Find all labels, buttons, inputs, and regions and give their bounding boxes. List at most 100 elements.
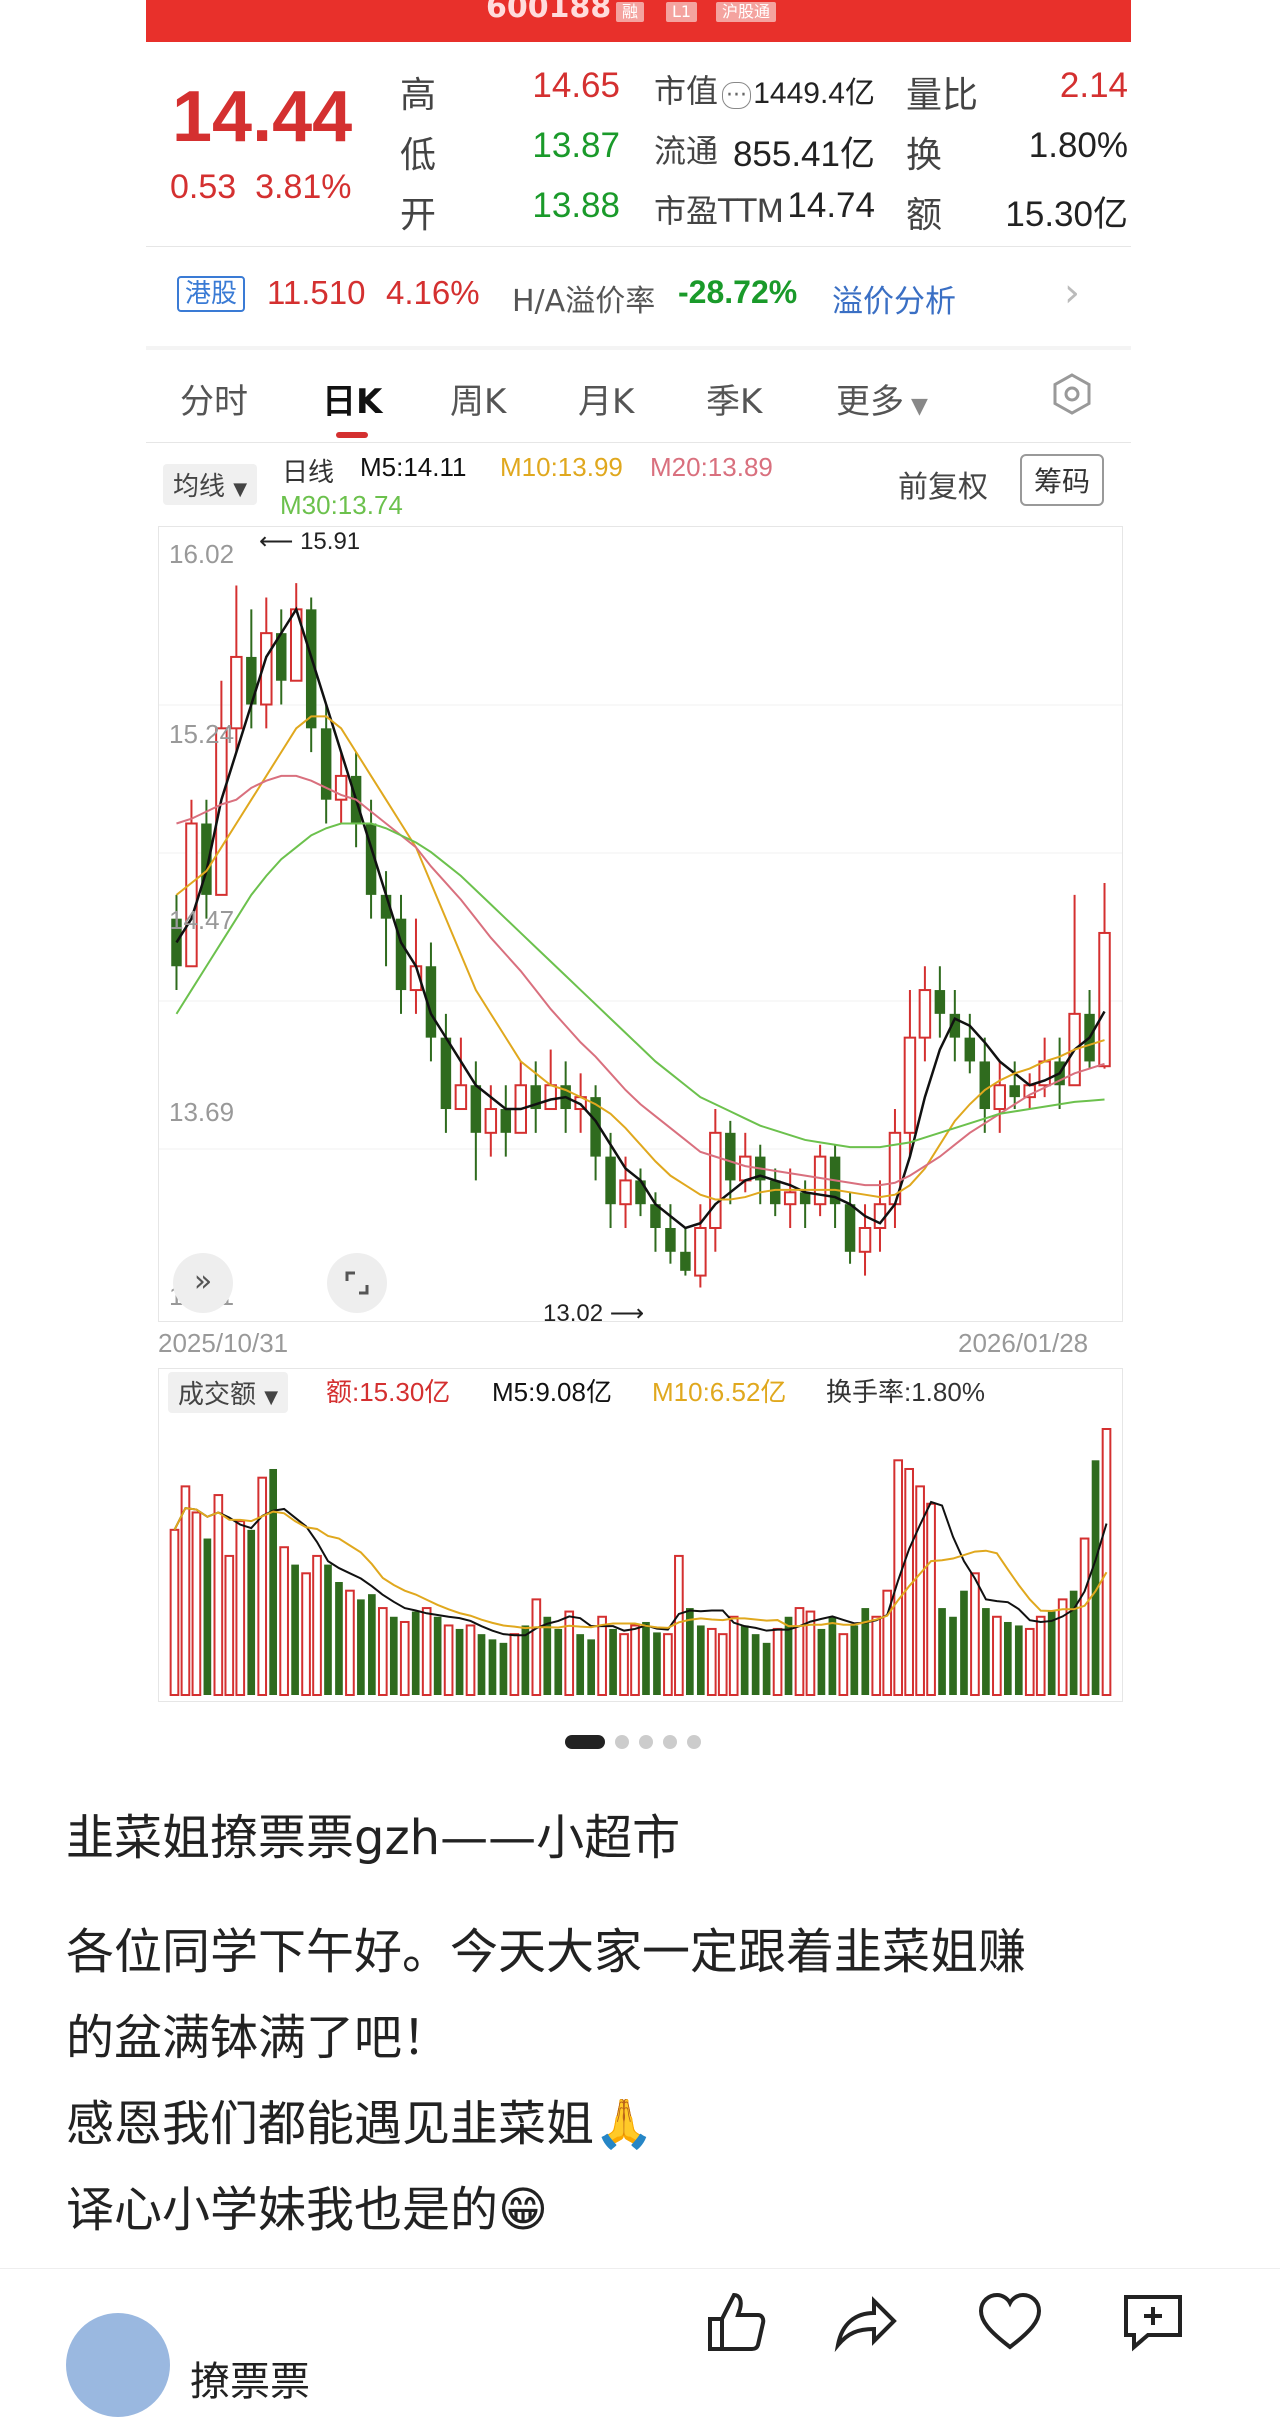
tab-monthly-k[interactable]: 月K	[578, 382, 635, 422]
post-line: 各位同学下午好。今天大家一定跟着韭菜姐赚	[66, 1924, 1027, 1980]
end-date: 2026/01/28	[958, 1328, 1089, 1358]
candle-body	[844, 1204, 856, 1252]
low-value: 13.87	[532, 126, 620, 165]
candle	[201, 799, 212, 919]
candle-body	[425, 966, 437, 1038]
candle	[725, 1120, 736, 1205]
fullscreen-icon[interactable]	[327, 1253, 387, 1313]
candle	[680, 1227, 691, 1276]
price-change: 0.53 3.81%	[170, 168, 352, 207]
turnover-value: 1.80%	[1028, 126, 1128, 165]
volume-bar	[653, 1632, 661, 1695]
chevron-right-icon[interactable]: ›	[1064, 270, 1080, 316]
hk-badge[interactable]: 港股	[177, 276, 246, 312]
volume-bar	[1091, 1460, 1100, 1695]
volume-bar	[399, 1620, 410, 1696]
premium-analysis-link[interactable]: 溢价分析	[832, 284, 956, 320]
pager-dot[interactable]	[687, 1735, 701, 1749]
volume-bar	[926, 1502, 936, 1696]
candle-body	[380, 894, 392, 919]
candle	[215, 680, 228, 896]
volume-bar	[1057, 1598, 1068, 1697]
avatar[interactable]	[66, 2313, 170, 2417]
caret-down-icon: ▼	[904, 394, 928, 419]
volume-bar	[619, 1633, 629, 1697]
candle	[769, 1168, 781, 1217]
volume-chart[interactable]	[159, 1369, 1122, 1701]
candle	[964, 1013, 976, 1074]
candle-body	[949, 1013, 961, 1038]
volume-bar	[1024, 1627, 1035, 1696]
chips-button[interactable]: 筹码	[1020, 454, 1105, 506]
tab-quarterly-k[interactable]: 季K	[706, 382, 763, 422]
candle-body	[230, 655, 243, 730]
high-annotation: ⟵ 15.91	[259, 528, 361, 555]
add-comment-icon[interactable]	[1118, 2287, 1188, 2357]
tab-daily-k[interactable]: 日K	[322, 382, 383, 422]
volume-bar	[982, 1608, 990, 1695]
author-name[interactable]: 撩票票	[190, 2359, 310, 2405]
volume-bar	[411, 1611, 420, 1695]
pe-label: 市盈TTM	[654, 192, 785, 230]
bottom-action-bar: 撩票票	[0, 2268, 1280, 2417]
hk-price: 11.510	[267, 274, 366, 311]
volume-ma5-line	[173, 1500, 1108, 1637]
more-dots-icon[interactable]: ···	[722, 82, 751, 109]
candle	[813, 1144, 827, 1217]
candle	[289, 583, 303, 682]
candle-body	[1098, 931, 1111, 1068]
volume-indicator-selector[interactable]: 成交额 ▼	[168, 1372, 289, 1413]
volume-bar	[257, 1476, 268, 1697]
candle	[979, 1037, 991, 1133]
indicator-selector[interactable]: 均线 ▼	[163, 464, 258, 505]
pager-dot[interactable]	[615, 1735, 629, 1749]
change-percent: 3.81%	[255, 168, 352, 206]
volume-bar	[970, 1572, 980, 1697]
volume-bar	[762, 1642, 771, 1695]
pager-dot[interactable]	[565, 1735, 605, 1749]
pager-dot[interactable]	[639, 1735, 653, 1749]
volume-bar	[1101, 1428, 1112, 1696]
volume-bar	[521, 1625, 530, 1695]
volume-bar	[740, 1625, 749, 1695]
candle-body	[635, 1180, 646, 1205]
candle-body	[276, 633, 287, 681]
candle-body	[320, 728, 332, 800]
candle	[949, 990, 961, 1062]
candle-body	[246, 656, 257, 705]
candle	[799, 1180, 811, 1228]
candle-body	[395, 918, 407, 991]
kline-chart[interactable]	[159, 527, 1122, 1321]
divider	[146, 246, 1131, 247]
arrow-left-icon: ⟵	[259, 528, 294, 555]
thumbs-up-icon[interactable]	[700, 2287, 770, 2357]
pager-dot[interactable]	[663, 1735, 677, 1749]
tab-timeshare[interactable]: 分时	[180, 382, 248, 422]
image-pager[interactable]	[560, 1734, 706, 1753]
volume-bar	[368, 1594, 376, 1695]
adjust-mode[interactable]: 前复权	[898, 470, 988, 505]
candle	[276, 609, 287, 705]
volume-bar	[992, 1615, 1002, 1696]
active-tab-indicator	[336, 432, 368, 438]
volume-bar	[455, 1628, 464, 1695]
collapse-sidebar-icon[interactable]: »	[173, 1253, 233, 1313]
heart-icon[interactable]	[975, 2287, 1045, 2357]
settings-hexagon-icon[interactable]	[1050, 372, 1094, 420]
pe-value: 14.74	[787, 186, 875, 225]
candle-body	[813, 1155, 827, 1206]
volume-bar	[642, 1621, 650, 1695]
volume-bar	[191, 1511, 202, 1696]
candle-body	[918, 989, 932, 1039]
candle	[665, 1204, 676, 1264]
volume-bar	[180, 1485, 191, 1697]
share-icon[interactable]	[830, 2287, 900, 2357]
tab-more[interactable]: 更多 ▼	[836, 382, 928, 422]
candle-body	[454, 1084, 468, 1111]
candle	[650, 1192, 661, 1252]
volume-bar	[335, 1581, 343, 1695]
candle	[873, 1180, 887, 1252]
tab-weekly-k[interactable]: 周K	[450, 382, 507, 422]
arrow-right-icon: ⟶	[609, 1300, 645, 1327]
volume-bar	[312, 1554, 322, 1696]
